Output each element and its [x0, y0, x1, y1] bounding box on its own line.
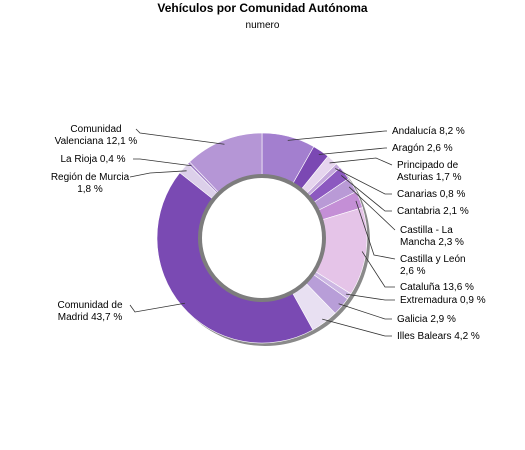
slice-label: Cantabria 2,1 % — [397, 206, 469, 217]
slice-label: Castilla - La Mancha 2,3 % — [400, 225, 464, 248]
leader-line — [129, 170, 187, 178]
slice-label: Illes Balears 4,2 % — [397, 331, 480, 342]
leader-line — [329, 157, 393, 166]
slice-label: Andalucía 8,2 % — [392, 126, 465, 137]
leader-line — [287, 130, 387, 141]
slice-label: Extremadura 0,9 % — [400, 295, 486, 306]
leader-line — [361, 251, 395, 288]
leader-line — [318, 147, 387, 155]
leader-line — [345, 293, 395, 301]
slice-label: Comunidad de Madrid 43,7 % — [57, 300, 122, 323]
chart-subtitle: numero — [245, 20, 280, 31]
leader-line — [348, 186, 396, 231]
leader-line — [133, 158, 192, 167]
leader-line — [322, 318, 392, 337]
slice-label: Principado de Asturias 1,7 % — [397, 160, 462, 183]
slice-label: Aragón 2,6 % — [392, 143, 453, 154]
donut-hole — [198, 174, 326, 302]
slice-label: Región de Murcia 1,8 % — [51, 172, 130, 195]
slice-label: Canarias 0,8 % — [397, 189, 465, 200]
slice-label: La Rioja 0,4 % — [60, 154, 125, 165]
leader-line — [335, 168, 392, 195]
leader-line — [341, 175, 392, 212]
leader-line — [355, 200, 396, 260]
chart-title: Vehículos por Comunidad Autónoma — [157, 1, 368, 15]
slice-label: Cataluña 13,6 % — [400, 282, 474, 293]
leader-line — [129, 302, 186, 313]
leader-line — [338, 303, 392, 320]
leader-line — [135, 128, 225, 145]
slice-label: Galicia 2,9 % — [397, 314, 456, 325]
slice-label: Castilla y León 2,6 % — [400, 254, 466, 277]
slice-label: Comunidad Valenciana 12,1 % — [55, 124, 138, 147]
